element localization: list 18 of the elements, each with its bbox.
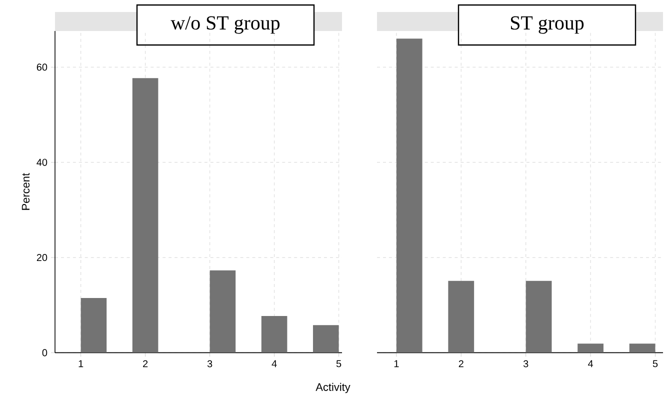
x-axis-title: Activity xyxy=(316,382,350,394)
y-tick-label: 20 xyxy=(36,254,48,262)
y-tick-label: 40 xyxy=(36,158,48,166)
x-tick-label: 4 xyxy=(272,360,277,368)
y-tick-label: 0 xyxy=(42,349,48,356)
y-axis-title: Percent xyxy=(22,173,30,210)
chart-title: ST group xyxy=(510,16,584,34)
chart-title: w/o ST group xyxy=(170,16,280,34)
x-tick-label: 2 xyxy=(458,360,464,368)
x-tick-label: 2 xyxy=(143,360,148,368)
x-tick-label: 1 xyxy=(394,360,399,368)
x-tick-label: 4 xyxy=(588,360,594,368)
x-tick-label: 1 xyxy=(78,360,84,368)
x-tick-label: 5 xyxy=(336,360,342,368)
x-tick-label: 5 xyxy=(652,360,658,368)
x-tick-label: 3 xyxy=(523,360,528,368)
x-tick-label: 3 xyxy=(207,360,212,368)
y-tick-label: 60 xyxy=(36,64,48,71)
